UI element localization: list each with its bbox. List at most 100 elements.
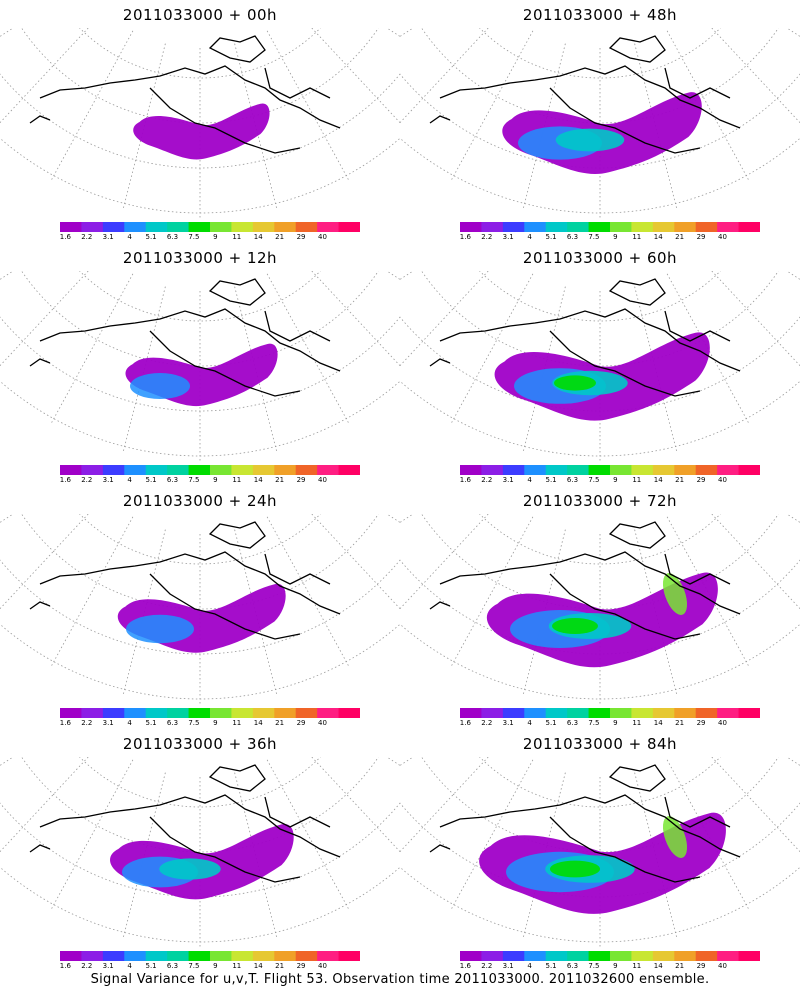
colorbar-swatch — [674, 951, 697, 961]
colorbar-tick-label: 3.1 — [502, 476, 514, 484]
colorbar-swatch — [524, 951, 547, 961]
colorbar-swatch — [145, 951, 168, 961]
colorbar-swatch — [252, 951, 275, 961]
colorbar-swatch — [631, 708, 654, 718]
colorbar-tick-label: 11 — [632, 962, 642, 970]
variance-field — [133, 103, 270, 160]
colorbar-swatch — [188, 708, 211, 718]
colorbar-swatch — [81, 465, 104, 475]
colorbar-tick-label: 29 — [696, 719, 706, 727]
coastlines — [29, 521, 341, 640]
colorbar-tick-label: 3.1 — [102, 476, 114, 484]
colorbar-swatch — [610, 951, 632, 961]
colorbar-swatch — [210, 465, 232, 475]
colorbar-swatch — [545, 222, 568, 232]
polar-map — [400, 757, 800, 947]
colorbar-swatch — [610, 708, 632, 718]
coastlines — [429, 278, 741, 397]
colorbar-tick-label: 4 — [127, 962, 132, 970]
colorbar-tick-label: 40 — [718, 719, 727, 727]
colorbar-tick-label: 3.1 — [102, 962, 114, 970]
colorbar — [60, 951, 360, 961]
colorbar-swatch — [502, 951, 525, 961]
colorbar-swatch — [252, 222, 275, 232]
colorbar-swatch — [567, 465, 590, 475]
colorbar-tick-label: 14 — [653, 233, 663, 241]
colorbar-swatch — [317, 708, 340, 718]
colorbar-swatch — [717, 708, 740, 718]
colorbar-tick-label: 4 — [127, 476, 132, 484]
polar-map — [400, 271, 800, 461]
colorbar-tick-label: 40 — [318, 719, 327, 727]
colorbar-tick-label: 2.2 — [81, 233, 93, 241]
colorbar-tick-label: 7.5 — [588, 962, 600, 970]
colorbar-tick-label: 40 — [718, 233, 727, 241]
colorbar-tick-label: 29 — [296, 719, 306, 727]
colorbar-tick-label: 2.2 — [81, 476, 93, 484]
colorbar-tick-label: 21 — [275, 476, 285, 484]
map-panel: 2011033000 + 00h 1.6 2.2 3.1 4 5.1 6.3 7.5 9 11 14… — [0, 0, 400, 245]
colorbar-tick-label: 1.6 — [459, 962, 471, 970]
graticule — [0, 271, 400, 461]
colorbar-tick-label: 14 — [653, 719, 663, 727]
coastlines — [29, 35, 341, 154]
colorbar-tick-label: 7.5 — [588, 719, 600, 727]
colorbar-tick-label: 4 — [127, 233, 132, 241]
colorbar-swatch — [674, 708, 697, 718]
colorbar-swatch — [502, 222, 525, 232]
colorbar-tick-label: 2.2 — [481, 476, 493, 484]
colorbar-swatch — [610, 465, 632, 475]
colorbar-labels: 1.6 2.2 3.1 4 5.1 6.3 7.5 9 11 14 21 29 40 — [60, 719, 360, 729]
colorbar-swatch — [631, 222, 654, 232]
colorbar — [60, 708, 360, 718]
variance-field — [486, 572, 718, 668]
colorbar-tick-label: 3.1 — [502, 719, 514, 727]
colorbar-labels: 1.6 2.2 3.1 4 5.1 6.3 7.5 9 11 14 21 29 40 — [60, 233, 360, 243]
colorbar-tick-label: 6.3 — [166, 233, 179, 241]
colorbar-swatch — [717, 222, 740, 232]
colorbar-swatch — [295, 222, 318, 232]
colorbar-tick-label: 7.5 — [188, 233, 200, 241]
panel-title: 2011033000 + 36h — [122, 735, 278, 753]
map-panel: 2011033000 + 24h 1.6 2.2 3.1 4 5.1 6.3 7.5 9 11 14… — [0, 486, 400, 731]
colorbar-tick-label: 29 — [696, 233, 706, 241]
colorbar-tick-label: 11 — [632, 719, 642, 727]
colorbar-swatch — [674, 222, 697, 232]
colorbar-swatch — [231, 708, 254, 718]
colorbar-swatch — [338, 465, 360, 475]
colorbar-tick-label: 21 — [675, 719, 685, 727]
colorbar-swatch — [545, 465, 568, 475]
colorbar-swatch — [545, 708, 568, 718]
colorbar-labels: 1.6 2.2 3.1 4 5.1 6.3 7.5 9 11 14 21 29 40 — [460, 962, 760, 972]
colorbar-tick-label: 1.6 — [59, 962, 71, 970]
colorbar-tick-label: 6.3 — [166, 962, 179, 970]
colorbar-tick-label: 1.6 — [59, 233, 71, 241]
colorbar-swatch — [588, 951, 611, 961]
colorbar — [460, 465, 760, 475]
colorbar-tick-label: 5.1 — [545, 233, 557, 241]
colorbar-tick-label: 29 — [696, 476, 706, 484]
colorbar-swatch — [188, 951, 211, 961]
colorbar-tick-label: 1.6 — [459, 476, 471, 484]
map-panel: 2011033000 + 84h 1.6 2.2 3.1 4 5.1 6.3 7.5 9 11 14… — [400, 729, 800, 974]
colorbar-tick-label: 14 — [253, 962, 263, 970]
colorbar-tick-label: 9 — [613, 476, 618, 484]
colorbar-tick-label: 7.5 — [588, 476, 600, 484]
graticule — [0, 514, 400, 704]
colorbar-swatch — [274, 222, 297, 232]
colorbar-swatch — [695, 222, 718, 232]
colorbar-swatch — [167, 465, 190, 475]
colorbar-swatch — [652, 951, 675, 961]
colorbar-swatch — [567, 708, 590, 718]
colorbar-swatch — [231, 951, 254, 961]
colorbar-labels: 1.6 2.2 3.1 4 5.1 6.3 7.5 9 11 14 21 29 40 — [460, 719, 760, 729]
colorbar-tick-label: 21 — [675, 962, 685, 970]
polar-map — [0, 271, 400, 461]
colorbar-swatch — [210, 222, 232, 232]
colorbar-tick-label: 5.1 — [545, 476, 557, 484]
colorbar-tick-label: 21 — [675, 476, 685, 484]
colorbar-swatch — [717, 465, 740, 475]
colorbar-tick-label: 6.3 — [566, 962, 579, 970]
colorbar-tick-label: 2.2 — [481, 962, 493, 970]
colorbar-labels: 1.6 2.2 3.1 4 5.1 6.3 7.5 9 11 14 21 29 40 — [460, 233, 760, 243]
